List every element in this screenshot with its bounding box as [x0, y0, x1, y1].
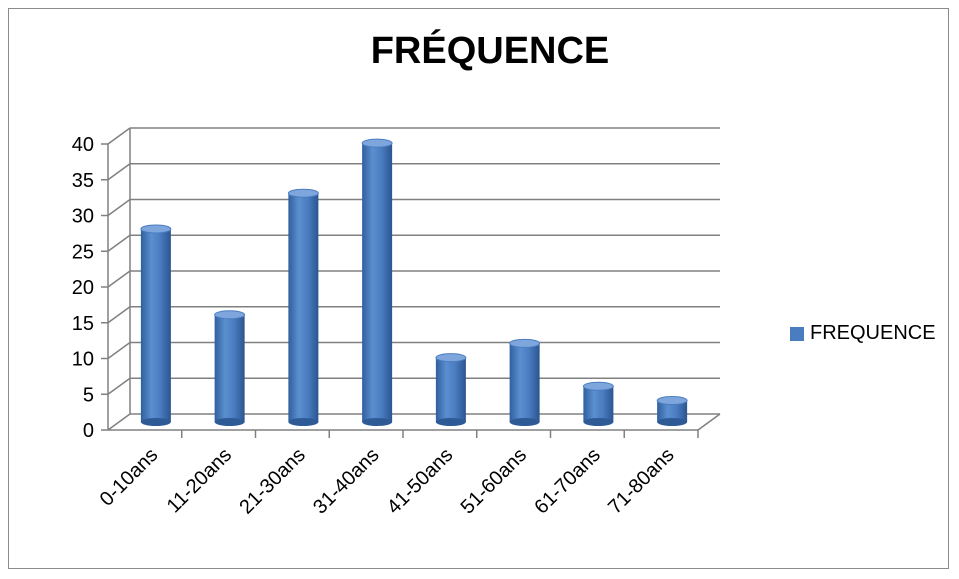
- bar-body: [583, 386, 614, 422]
- bar: [361, 138, 393, 426]
- bar: [582, 381, 614, 426]
- bar-top: [361, 138, 393, 148]
- bar-base: [214, 418, 245, 426]
- bar-base: [583, 418, 614, 426]
- x-tick-label: 21-30ans: [235, 444, 310, 519]
- bar-top: [214, 310, 246, 320]
- x-tick-label: 51-60ans: [457, 444, 532, 519]
- x-tick-label: 11-20ans: [163, 444, 236, 517]
- chart-legend: FREQUENCE: [790, 322, 936, 345]
- bar: [435, 353, 467, 426]
- y-tick-label: 25: [72, 241, 94, 263]
- bar: [509, 338, 541, 426]
- bar-body: [214, 314, 245, 422]
- bar-base: [657, 418, 688, 426]
- gridline-side: [107, 413, 131, 431]
- bar: [287, 188, 319, 426]
- bar-body: [362, 143, 393, 422]
- bar-top: [287, 188, 319, 198]
- bar-body: [509, 343, 540, 422]
- bar-base: [288, 418, 319, 426]
- bar-body: [435, 357, 466, 422]
- bar: [656, 396, 688, 426]
- y-tick-label: 35: [72, 170, 94, 192]
- bar-base: [362, 418, 393, 426]
- gridline-side: [107, 163, 131, 181]
- bar-top: [582, 381, 614, 391]
- gridline-side: [107, 270, 131, 288]
- bar-top: [509, 338, 541, 348]
- y-tick-label: 0: [83, 420, 94, 442]
- y-tick-label: 15: [72, 313, 94, 335]
- bar-base: [435, 418, 466, 426]
- x-tick-label: 61-70ans: [530, 444, 605, 519]
- bar-top: [435, 353, 467, 363]
- legend-label: FREQUENCE: [810, 322, 936, 344]
- x-tick-label: 0-10ans: [96, 444, 163, 511]
- y-tick-label: 10: [72, 349, 94, 371]
- bar-top: [140, 224, 172, 234]
- y-tick-label: 5: [83, 384, 94, 406]
- gridline-side: [107, 341, 131, 360]
- bar-body: [140, 228, 171, 422]
- gridline-side: [107, 127, 131, 145]
- bar-base: [509, 418, 540, 426]
- y-tick-label: 20: [72, 277, 94, 299]
- gridline-side: [107, 198, 131, 217]
- x-tick-label: 41-50ans: [383, 444, 458, 519]
- y-tick-label: 40: [72, 134, 94, 156]
- floor-edge: [697, 413, 721, 431]
- bar-top: [656, 396, 688, 406]
- bar: [140, 224, 172, 426]
- bar-body: [657, 400, 688, 422]
- legend-swatch: [790, 326, 804, 341]
- y-tick-label: 30: [72, 206, 94, 228]
- bar-base: [140, 418, 171, 426]
- bar: [214, 310, 246, 426]
- chart-title: FRÉQUENCE: [370, 30, 610, 72]
- x-tick-label: 71-80ans: [604, 444, 679, 519]
- x-tick-label: 31-40ans: [309, 444, 384, 519]
- gridline-side: [107, 234, 131, 252]
- gridline-side: [107, 377, 131, 395]
- gridline-side: [107, 306, 131, 324]
- bar-body: [288, 193, 319, 422]
